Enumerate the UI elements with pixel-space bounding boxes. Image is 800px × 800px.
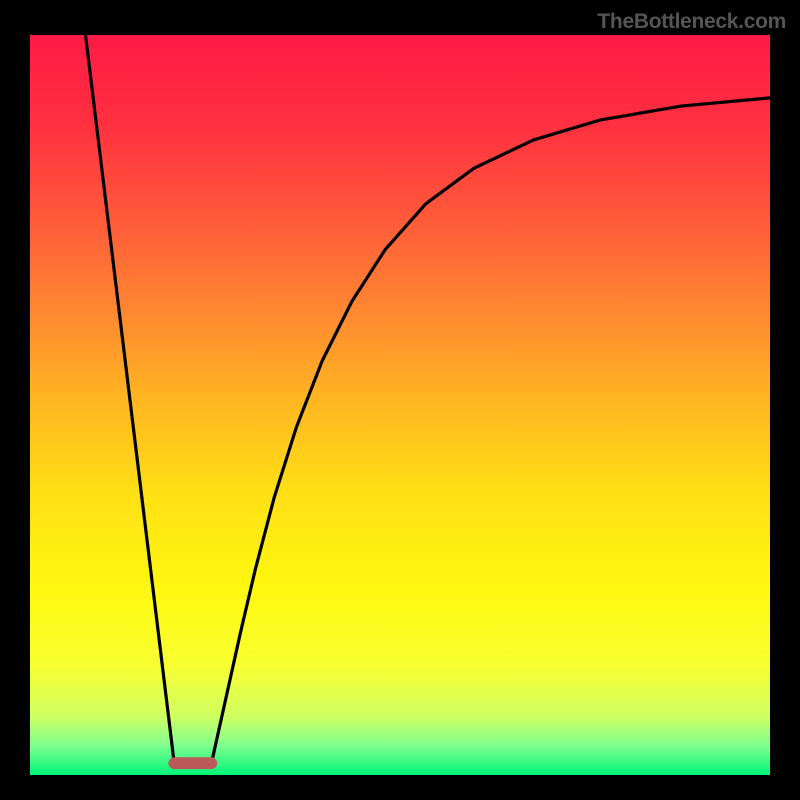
chart-container: TheBottleneck.com (0, 0, 800, 800)
bottleneck-chart (0, 0, 800, 800)
watermark-text: TheBottleneck.com (597, 10, 786, 34)
minimum-marker (168, 757, 217, 769)
gradient-background (30, 35, 770, 775)
